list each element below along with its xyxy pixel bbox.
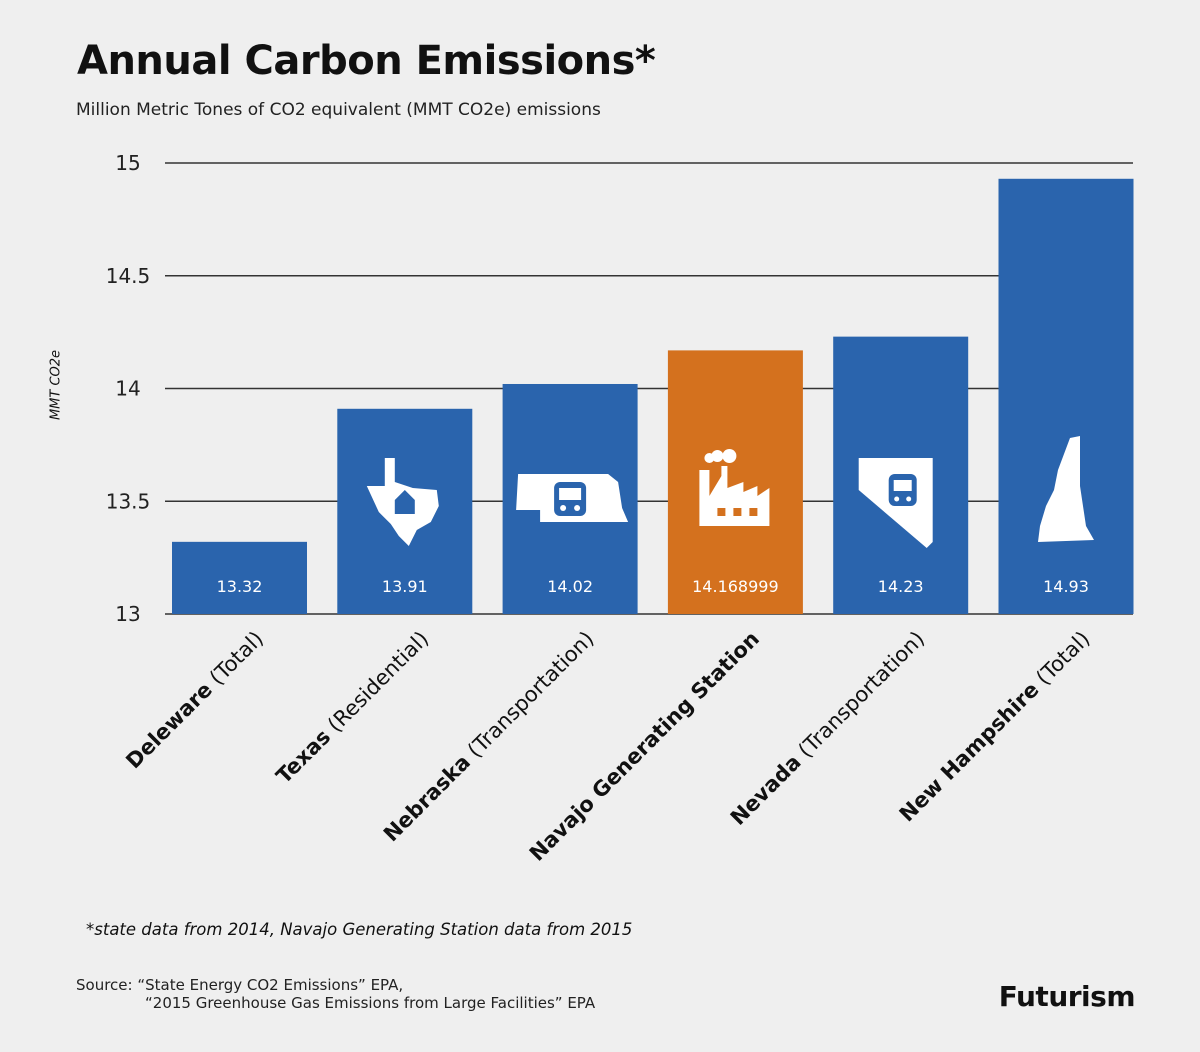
bar-value-label: 13.91 xyxy=(382,577,428,596)
bar xyxy=(667,350,803,614)
y-tick-label: 14.5 xyxy=(106,264,151,288)
factory-icon xyxy=(699,449,770,526)
category-detail: (Total) xyxy=(200,627,268,695)
source-label: Source: xyxy=(76,976,133,994)
category-detail: (Total) xyxy=(1027,627,1095,695)
x-tick-label: Deleware (Total) xyxy=(121,627,268,774)
texas-house-icon xyxy=(366,458,439,546)
x-tick-label: New Hampshire (Total) xyxy=(895,627,1095,827)
nevada-bus-icon xyxy=(858,458,933,548)
category-detail: (Transportation) xyxy=(458,627,599,768)
bar-value-label: 14.93 xyxy=(1043,577,1089,596)
chart-subtitle: Million Metric Tones of CO2 equivalent (… xyxy=(76,100,601,120)
y-tick-label: 13 xyxy=(115,602,140,626)
bar-chart: 13 13.5 14 14.5 15 13.32 Deleware (Total) 13.91… xyxy=(106,151,1134,866)
bar-value-label: 14.02 xyxy=(547,577,593,596)
category-name: Texas xyxy=(272,725,336,789)
footnote: *state data from 2014, Navajo Generating… xyxy=(86,920,633,939)
bar-value-label: 14.23 xyxy=(878,577,924,596)
category-name: Nevada xyxy=(726,750,806,830)
y-tick-label: 15 xyxy=(115,151,140,175)
new-hampshire-icon xyxy=(1038,436,1094,542)
chart-title: Annual Carbon Emissions* xyxy=(77,38,656,84)
source-line-1: “State Energy CO2 Emissions” EPA, xyxy=(137,976,404,994)
x-tick-label: Texas (Residential) xyxy=(272,627,434,789)
nebraska-bus-icon xyxy=(516,474,629,522)
category-name: New Hampshire xyxy=(895,678,1044,827)
y-tick-label: 13.5 xyxy=(106,489,151,513)
y-tick-label: 14 xyxy=(115,377,140,401)
category-name: Deleware xyxy=(121,678,217,774)
bar xyxy=(172,541,307,614)
source-line-2: “2015 Greenhouse Gas Emissions from Larg… xyxy=(145,994,596,1012)
source: Source: “State Energy CO2 Emissions” EPA… xyxy=(76,976,595,1012)
category-detail: (Transportation) xyxy=(789,627,930,768)
bar-value-label: 14.168999 xyxy=(692,577,779,596)
category-detail: (Residential) xyxy=(318,627,433,742)
x-tick-label: Nevada (Transportation) xyxy=(726,627,929,830)
bar-value-label: 13.32 xyxy=(217,577,263,596)
futurism-logo: Futurism xyxy=(998,980,1136,1013)
category-name: Nebraska xyxy=(379,750,475,846)
bar xyxy=(998,178,1134,614)
